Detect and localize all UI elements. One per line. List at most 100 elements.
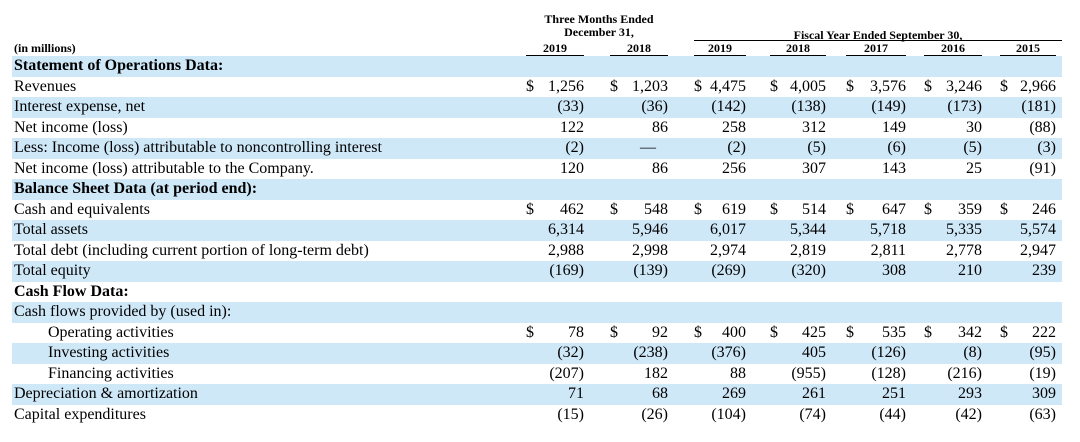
currency-symbol: $ [924, 323, 932, 341]
cell-value: (128) [871, 364, 906, 382]
cell-value: 462 [560, 200, 584, 218]
cell-value: (88) [1029, 118, 1056, 136]
year-header-1: 2018 [627, 41, 651, 55]
cell-value: (63) [1029, 405, 1056, 423]
currency-symbol: $ [610, 323, 618, 341]
cell-value: 4,005 [790, 77, 826, 95]
table-row: Financing activities (207) 182 88 (955) (128)… [12, 364, 1062, 385]
cell-value: 88 [730, 364, 746, 382]
year-header-rule [526, 55, 584, 56]
cell-value: 2,819 [790, 241, 826, 259]
cell-value: (126) [871, 344, 906, 361]
row-label: Depreciation & amortization [14, 385, 198, 402]
cell-value: (173) [947, 98, 982, 115]
row-label: Total debt (including current portion of… [14, 241, 369, 259]
currency-symbol: $ [770, 77, 778, 95]
cell-value: 86 [652, 118, 668, 136]
cell-value: 71 [568, 385, 584, 402]
currency-symbol: $ [610, 77, 618, 95]
fiscal-year-header: Fiscal Year Ended September 30, [793, 28, 963, 42]
cell-value: 239 [1032, 262, 1056, 279]
cell-value: (5) [963, 139, 982, 156]
cell-value: 143 [882, 159, 906, 177]
cell-value: 5,946 [632, 221, 668, 238]
cell-value: 149 [882, 118, 906, 136]
year-header-rule [846, 55, 906, 56]
cell-value: 514 [802, 200, 826, 218]
cell-value: 120 [560, 159, 584, 177]
currency-symbol: $ [526, 77, 534, 95]
currency-symbol: $ [846, 323, 854, 341]
cell-value: 359 [958, 200, 982, 218]
currency-symbol: $ [924, 77, 932, 95]
cell-value: (207) [549, 364, 584, 382]
cell-value: 122 [560, 118, 584, 136]
currency-symbol: $ [1000, 200, 1008, 218]
currency-symbol: $ [526, 200, 534, 218]
cell-value: (2) [565, 139, 584, 156]
row-label: Cash and equivalents [14, 200, 150, 218]
cell-value: 619 [722, 200, 746, 218]
year-header-5: 2016 [941, 41, 965, 55]
cell-value: 1,256 [548, 77, 584, 95]
cell-value: 307 [802, 159, 826, 177]
cell-value: 3,246 [946, 77, 982, 95]
year-header-rule [924, 55, 982, 56]
cell-value: 256 [722, 159, 746, 177]
year-header-rule [610, 55, 668, 56]
cell-value: 2,988 [548, 241, 584, 259]
cell-value: (238) [633, 344, 668, 361]
table-body: Statement of Operations Data: Revenues $1,… [12, 56, 1062, 425]
cell-value: (42) [955, 405, 982, 423]
cell-value: 2,974 [710, 241, 746, 259]
year-header-rule [770, 55, 826, 56]
currency-symbol: $ [846, 200, 854, 218]
currency-symbol: $ [694, 77, 702, 95]
cell-value: 2,811 [870, 241, 906, 259]
row-label: Net income (loss) [14, 118, 128, 136]
cell-value: (139) [633, 262, 668, 279]
table-row: Capital expenditures (15) (26) (104) (74) (44… [12, 405, 1062, 426]
cell-value: 5,335 [946, 221, 982, 238]
cell-value: (3) [1037, 139, 1056, 156]
cell-value: 210 [958, 262, 982, 279]
currency-symbol: $ [526, 323, 534, 341]
cell-value: 261 [802, 385, 826, 402]
table-row: Cash Flow Data: [12, 282, 1062, 303]
row-label: Cash flows provided by (used in): [14, 303, 232, 320]
currency-symbol: $ [694, 200, 702, 218]
cell-value: (269) [711, 262, 746, 279]
row-label: Less: Income (loss) attributable to nonc… [14, 139, 382, 156]
cell-value: 342 [958, 323, 982, 341]
cell-value: (169) [549, 262, 584, 279]
row-label: Operating activities [48, 323, 174, 341]
table-row: Total equity (169) (139) (269) (320) 308 210 23… [12, 261, 1062, 282]
currency-symbol: $ [846, 77, 854, 95]
cell-value: 5,344 [790, 221, 826, 238]
units-label: (in millions) [14, 41, 76, 55]
cell-value: 25 [966, 159, 982, 177]
table-row: Statement of Operations Data: [12, 56, 1062, 77]
year-header-rule [694, 55, 746, 56]
cell-value: 548 [644, 200, 668, 218]
year-header-2: 2019 [708, 41, 732, 55]
cell-value: (33) [557, 98, 584, 115]
row-label: Total equity [14, 262, 91, 279]
cell-value: 308 [882, 262, 906, 279]
cell-value: (142) [711, 98, 746, 115]
cell-value: 30 [966, 118, 982, 136]
currency-symbol: $ [694, 323, 702, 341]
table-row: Total debt (including current portion of… [12, 241, 1062, 262]
table-row: Less: Income (loss) attributable to nonc… [12, 138, 1062, 159]
cell-value: 309 [1032, 385, 1056, 402]
section-heading: Balance Sheet Data (at period end): [14, 180, 258, 197]
cell-value: 182 [644, 364, 668, 382]
cell-value: (19) [1029, 364, 1056, 382]
cell-value: 6,017 [710, 221, 746, 238]
cell-value: (15) [557, 405, 584, 423]
currency-symbol: $ [1000, 323, 1008, 341]
cell-value: 246 [1032, 200, 1056, 218]
cell-value: (6) [887, 139, 906, 156]
cell-value: 68 [652, 385, 668, 402]
